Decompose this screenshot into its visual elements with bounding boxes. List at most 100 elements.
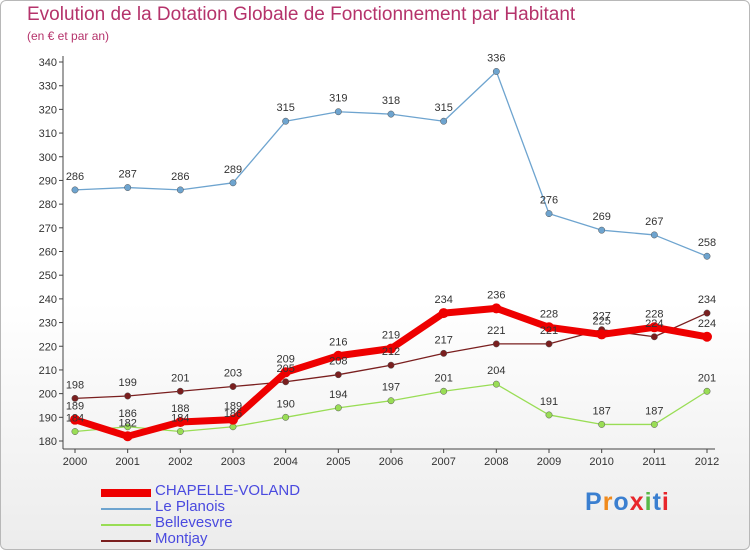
data-point	[122, 431, 133, 442]
y-tick-label: 240	[39, 294, 57, 306]
data-label: 234	[698, 294, 716, 306]
data-label: 186	[224, 408, 242, 420]
data-point	[440, 117, 448, 125]
data-label: 236	[487, 289, 505, 301]
data-label: 225	[592, 315, 610, 327]
data-point	[229, 383, 237, 390]
y-tick-label: 250	[39, 270, 57, 282]
data-label: 287	[118, 169, 136, 181]
data-label: 208	[329, 356, 347, 368]
legend-label: CHAPELLE-VOLAND	[155, 482, 301, 499]
data-point	[282, 378, 290, 386]
data-label: 197	[382, 382, 400, 394]
data-label: 289	[224, 164, 242, 176]
data-point	[702, 331, 712, 342]
x-tick-label: 2011	[643, 456, 667, 468]
y-tick-label: 320	[39, 104, 57, 116]
data-point	[71, 428, 79, 435]
data-point	[280, 367, 291, 378]
x-tick-label: 2007	[431, 456, 455, 468]
x-tick-label: 2006	[379, 456, 403, 468]
chart-title: Evolution de la Dotation Globale de Fonc…	[27, 4, 576, 25]
data-point	[124, 423, 132, 431]
data-point	[492, 380, 500, 388]
data-point	[387, 361, 395, 369]
data-point	[387, 397, 395, 405]
data-label: 191	[540, 396, 558, 408]
data-label: 228	[540, 308, 558, 320]
data-point	[124, 184, 132, 191]
data-point	[491, 303, 502, 314]
data-point	[650, 420, 658, 428]
data-point	[703, 252, 711, 260]
y-tick-label: 340	[39, 57, 57, 69]
x-tick-label: 2012	[695, 456, 719, 468]
legend-label: Bellevesvre	[155, 514, 233, 531]
data-point	[440, 349, 448, 357]
data-point	[492, 68, 500, 75]
data-label: 204	[487, 365, 505, 377]
data-label: 286	[171, 171, 189, 183]
legend-swatch	[101, 524, 151, 526]
legend-swatch	[101, 540, 151, 542]
y-tick-label: 190	[39, 412, 57, 424]
data-label: 184	[66, 413, 84, 425]
data-label: 219	[382, 330, 400, 342]
data-label: 189	[66, 401, 84, 413]
data-label: 221	[487, 325, 505, 337]
data-point	[334, 404, 342, 412]
data-point	[70, 414, 80, 425]
legend-swatch	[101, 489, 151, 497]
data-label: 209	[276, 353, 294, 365]
data-label: 216	[329, 337, 347, 349]
y-tick-label: 330	[39, 81, 57, 93]
data-label: 198	[66, 379, 84, 391]
x-tick-label: 2008	[484, 456, 508, 468]
data-point	[71, 394, 79, 402]
x-tick-label: 2005	[326, 456, 350, 468]
data-label: 228	[645, 308, 663, 320]
chart-subtitle: (en € et par an)	[27, 29, 110, 43]
data-label: 201	[171, 372, 189, 384]
data-point	[703, 387, 711, 395]
data-label: 267	[645, 216, 663, 228]
data-label: 224	[645, 318, 663, 330]
data-label: 189	[224, 401, 242, 413]
data-point	[175, 417, 186, 428]
data-point	[544, 322, 554, 333]
proxiti-logo: Proxiti	[585, 488, 670, 516]
y-tick-label: 220	[39, 341, 57, 353]
y-tick-label: 180	[39, 436, 57, 448]
x-tick-label: 2004	[273, 456, 297, 468]
data-label: 227	[592, 311, 610, 323]
series-line	[71, 304, 711, 440]
x-tick-label: 2003	[221, 456, 245, 468]
data-point	[334, 371, 342, 379]
data-point	[650, 333, 658, 341]
data-label: 184	[171, 413, 189, 425]
data-label: 186	[118, 408, 136, 420]
data-label: 190	[276, 398, 294, 410]
legend-swatch	[101, 508, 151, 510]
data-point	[176, 428, 184, 435]
data-label: 318	[382, 95, 400, 107]
data-label: 258	[698, 237, 716, 249]
y-tick-label: 280	[39, 199, 57, 211]
data-point	[176, 186, 184, 194]
data-point	[282, 413, 290, 421]
data-point	[596, 329, 607, 340]
data-point	[438, 308, 449, 319]
data-point	[176, 387, 184, 395]
y-tick-label: 230	[39, 318, 57, 330]
data-point	[124, 392, 132, 400]
data-point	[598, 420, 606, 428]
x-tick-label: 2001	[115, 456, 139, 468]
data-point	[545, 340, 553, 348]
data-point	[386, 343, 396, 354]
data-point	[649, 322, 660, 333]
data-point	[598, 226, 606, 234]
data-point	[703, 309, 711, 317]
data-label: 188	[171, 403, 189, 415]
